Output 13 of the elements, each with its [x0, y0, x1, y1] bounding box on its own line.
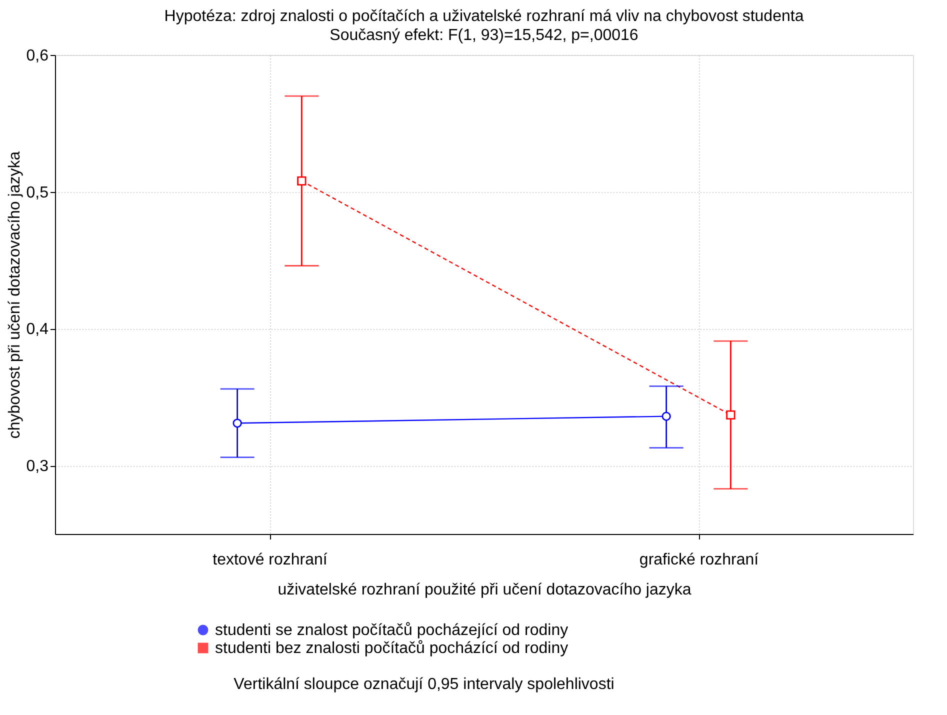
y-tick-label: 0,3: [26, 458, 49, 476]
y-tick-label: 0,5: [26, 184, 49, 202]
text: Vertikální sloupce označují 0,95 intervaly spolehlivosti: [234, 676, 614, 693]
legend-label: studenti bez znalosti počítačů pocházící od rodiny: [215, 640, 568, 657]
y-tick-label: 0,6: [26, 48, 49, 64]
x-tick-label: grafické rozhraní: [639, 552, 760, 568]
chart-title: Hypotéza: zdroj znalosti o počítačích a uživatelské rozhraní má vliv na chybovost studenta: [164, 8, 804, 25]
x-tick-label: textové rozhraní: [212, 552, 328, 568]
x-axis-title: uživatelské rozhraní použité při učení dotazovacího jazyka: [278, 582, 692, 598]
legend-label: studenti se znalost počítačů pocházející od rodiny: [215, 622, 568, 639]
chart-subtitle: Současný efekt: F(1, 93)=15,542, p=,00016: [330, 27, 638, 44]
y-axis-title: chybovost při učení dotazovacího jazyka: [6, 151, 24, 439]
y-tick-label: 0,4: [26, 321, 49, 338]
